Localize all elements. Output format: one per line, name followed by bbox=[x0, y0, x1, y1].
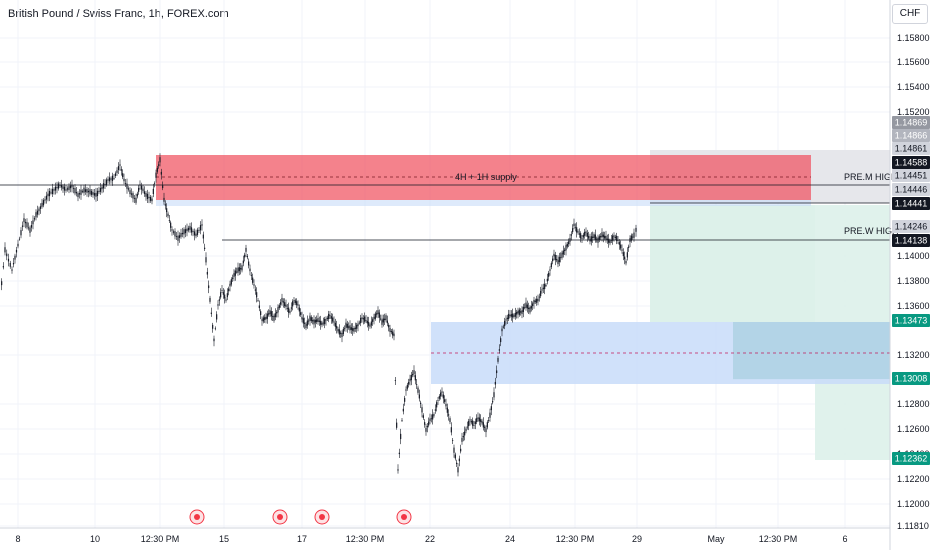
price-tick-label: 1.13600 bbox=[897, 301, 930, 311]
time-tick-label: 6 bbox=[842, 534, 847, 544]
supply-zone-extension bbox=[156, 200, 811, 206]
time-tick-label: 15 bbox=[219, 534, 229, 544]
price-tick-label: 1.13200 bbox=[897, 350, 930, 360]
time-tick-label: 12:30 PM bbox=[141, 534, 180, 544]
event-marker-1[interactable] bbox=[189, 509, 205, 525]
pre-w-high-label: PRE.W HIGH bbox=[844, 226, 899, 236]
time-tick-label: 29 bbox=[632, 534, 642, 544]
svg-text:1.13473: 1.13473 bbox=[895, 316, 928, 326]
price-tag: 1.14866 bbox=[892, 129, 930, 142]
demand-overlap bbox=[733, 322, 890, 379]
svg-text:1.14588: 1.14588 bbox=[895, 158, 928, 168]
price-tick-label: 1.13800 bbox=[897, 276, 930, 286]
price-tag: 1.13008 bbox=[892, 372, 930, 385]
time-tick-label: 12:30 PM bbox=[346, 534, 385, 544]
supply-zone[interactable] bbox=[156, 155, 811, 200]
target-zone-left bbox=[650, 205, 733, 322]
price-tag: 1.12362 bbox=[892, 452, 930, 465]
price-tick-label: 1.12200 bbox=[897, 474, 930, 484]
price-tick-label: 1.15400 bbox=[897, 82, 930, 92]
pre-m-high-label: PRE.M HIGH bbox=[844, 172, 898, 182]
svg-text:1.13008: 1.13008 bbox=[895, 374, 928, 384]
time-tick-label: 24 bbox=[505, 534, 515, 544]
event-marker-4[interactable] bbox=[396, 509, 412, 525]
svg-text:1.14869: 1.14869 bbox=[895, 118, 928, 128]
time-tick-label: May bbox=[707, 534, 725, 544]
price-tag: 1.14246 bbox=[892, 220, 930, 233]
price-tick-label: 1.15800 bbox=[897, 33, 930, 43]
price-tag: 1.14441 bbox=[892, 197, 930, 210]
time-tick-label: 10 bbox=[90, 534, 100, 544]
price-tick-label: 1.12600 bbox=[897, 424, 930, 434]
time-tick-label: 12:30 PM bbox=[759, 534, 798, 544]
time-tick-label: 12:30 PM bbox=[556, 534, 595, 544]
supply-zone-label: 4H + 1H supply bbox=[455, 172, 517, 182]
price-tick-label: 1.11810 bbox=[897, 521, 929, 531]
time-tick-label: 8 bbox=[15, 534, 20, 544]
chart-title: British Pound / Swiss Franc, 1h, FOREX.c… bbox=[8, 8, 229, 20]
svg-text:1.14866: 1.14866 bbox=[895, 131, 928, 141]
price-tick-label: 1.14000 bbox=[897, 251, 930, 261]
price-tag: 1.14138 bbox=[892, 234, 930, 247]
svg-text:1.14246: 1.14246 bbox=[895, 222, 928, 232]
price-tag: 1.14588 bbox=[892, 156, 930, 169]
event-marker-2[interactable] bbox=[272, 509, 288, 525]
price-tick-label: 1.15200 bbox=[897, 107, 930, 117]
event-markers bbox=[189, 509, 412, 525]
price-tick-label: 1.12000 bbox=[897, 499, 930, 509]
time-axis[interactable]: 8 10 12:30 PM 15 17 12:30 PM 22 24 12:30 PM 29 May… bbox=[15, 534, 847, 544]
stop-zone-right bbox=[815, 150, 890, 203]
event-marker-3[interactable] bbox=[314, 509, 330, 525]
candlestick-series bbox=[1, 153, 637, 477]
price-tag: 1.14451 bbox=[892, 169, 930, 182]
svg-text:1.14451: 1.14451 bbox=[895, 171, 928, 181]
price-tag: 1.13473 bbox=[892, 314, 930, 327]
svg-text:1.12362: 1.12362 bbox=[895, 454, 928, 464]
svg-text:1.14441: 1.14441 bbox=[895, 199, 928, 209]
price-tag: 1.14869 bbox=[892, 116, 930, 129]
currency-button[interactable]: CHF bbox=[892, 4, 928, 24]
price-tags: 1.14869 1.14866 1.14861 1.14588 1.14451 1.144… bbox=[892, 116, 930, 465]
time-tick-label: 17 bbox=[297, 534, 307, 544]
svg-text:1.14861: 1.14861 bbox=[895, 144, 928, 154]
price-tick-label: 1.12800 bbox=[897, 399, 930, 409]
svg-text:1.14446: 1.14446 bbox=[895, 185, 928, 195]
price-tick-label: 1.15600 bbox=[897, 57, 930, 67]
price-tag: 1.14446 bbox=[892, 183, 930, 196]
svg-text:1.14138: 1.14138 bbox=[895, 236, 928, 246]
price-tag: 1.14861 bbox=[892, 142, 930, 155]
time-tick-label: 22 bbox=[425, 534, 435, 544]
